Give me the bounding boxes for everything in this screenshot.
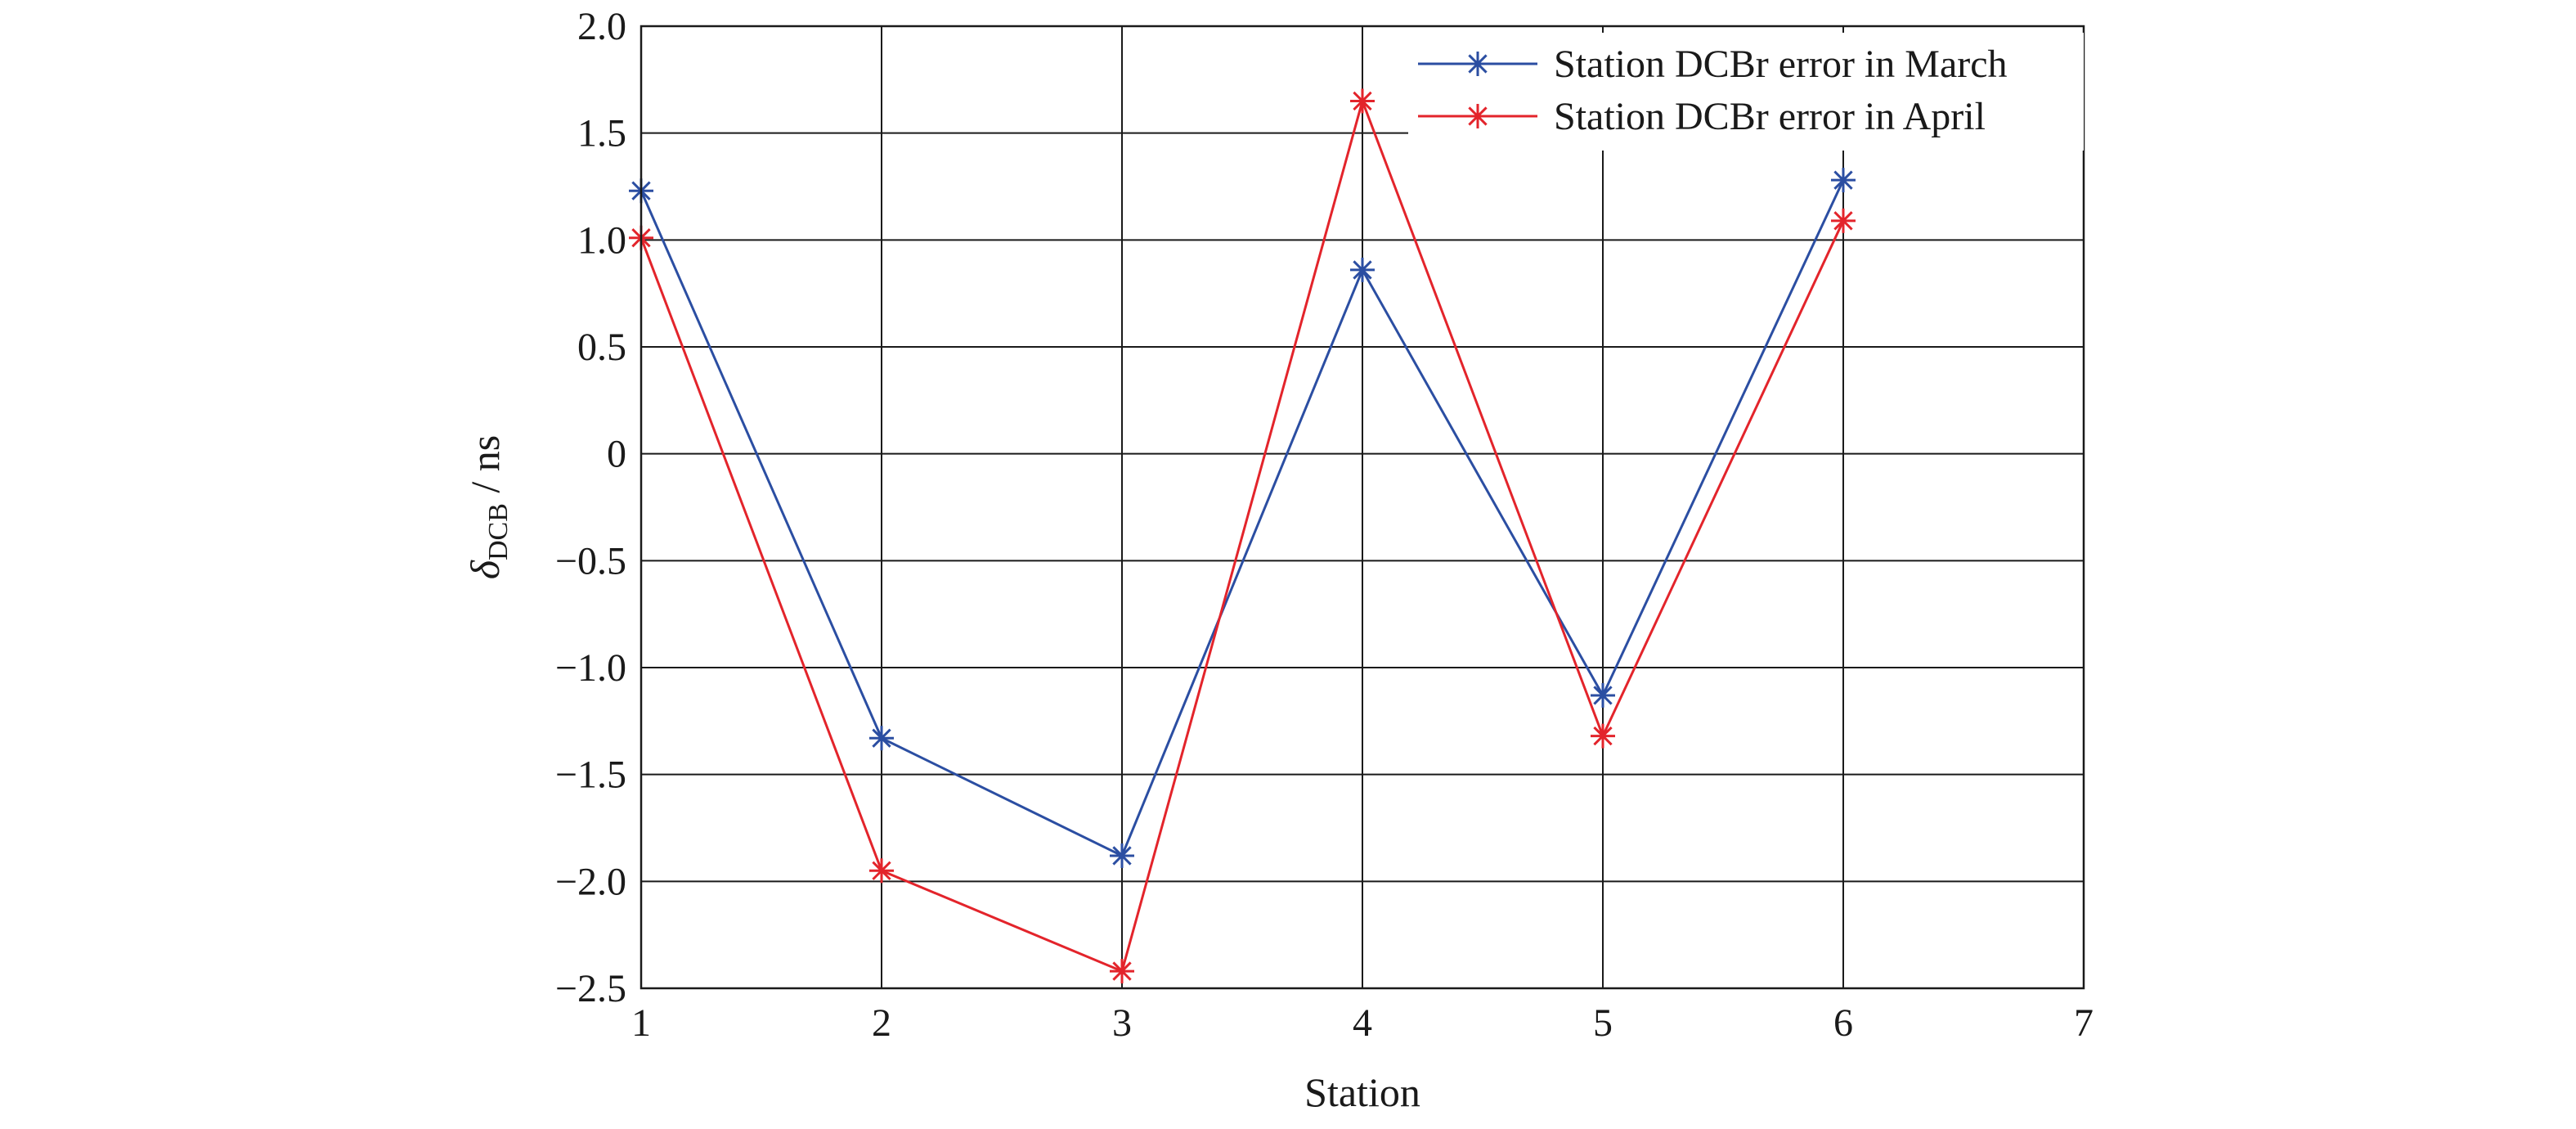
- legend-label: Station DCBr error in March: [1554, 43, 2008, 86]
- data-point-marker: [1350, 88, 1375, 114]
- grid-layer: [640, 25, 2085, 989]
- y-tick-label: 1.5: [577, 112, 626, 155]
- y-tick-label: −2.5: [555, 967, 626, 1010]
- y-axis-title-subscript: DCB: [483, 503, 514, 560]
- y-tick-label: 2.0: [577, 5, 626, 48]
- x-tick-label: 6: [1833, 1001, 1853, 1045]
- x-axis-ticks: 1 2 3 4 5 6 7: [631, 1001, 2094, 1045]
- y-tick-label: 0: [607, 433, 626, 476]
- series-line: [640, 179, 1845, 858]
- x-tick-label: 4: [1353, 1001, 1372, 1045]
- x-tick-label: 7: [2074, 1001, 2094, 1045]
- y-axis-title-symbol: δ: [462, 560, 508, 579]
- data-point-marker: [1591, 723, 1615, 749]
- data-point-marker: [1465, 52, 1490, 76]
- legend: Station DCBr error in March Station DCBr …: [1408, 33, 2084, 151]
- legend-label: Station DCBr error in April: [1554, 95, 1986, 138]
- data-point-marker: [1831, 208, 1856, 233]
- legend-item: Station DCBr error in March: [1418, 43, 2008, 86]
- legend-item: Station DCBr error in April: [1418, 95, 1986, 138]
- data-point-marker: [1465, 104, 1490, 128]
- series-layer: [629, 88, 1856, 984]
- y-tick-label: −1.5: [555, 753, 626, 797]
- data-point-marker: [1350, 257, 1375, 282]
- legend-box: [1408, 33, 2084, 151]
- series-line: [640, 97, 1845, 974]
- x-tick-label: 5: [1593, 1001, 1613, 1045]
- data-point-marker: [869, 858, 894, 884]
- data-point-marker: [869, 726, 894, 751]
- y-axis-title: δDCB / ns: [462, 435, 514, 580]
- y-tick-label: −1.0: [555, 646, 626, 690]
- data-point-marker: [1110, 843, 1134, 868]
- data-point-marker: [1831, 168, 1856, 193]
- x-tick-label: 2: [872, 1001, 891, 1045]
- plot-area-frame: [640, 25, 2085, 990]
- series-2: [629, 88, 1856, 984]
- x-axis-title: Station: [1304, 1069, 1420, 1115]
- y-tick-label: 1.0: [577, 218, 626, 262]
- y-tick-label: −0.5: [555, 539, 626, 582]
- x-tick-label: 3: [1112, 1001, 1132, 1045]
- data-point-marker: [1110, 959, 1134, 984]
- series-1: [629, 168, 1856, 868]
- y-axis-ticks: 2.0 1.5 1.0 0.5 0 −0.5 −1.0 −1.5 −2.0 −2.5: [555, 5, 626, 1010]
- data-point-marker: [1591, 682, 1615, 708]
- y-tick-label: −2.0: [555, 860, 626, 903]
- x-tick-label: 1: [631, 1001, 651, 1045]
- y-axis-title-unit: / ns: [462, 435, 508, 503]
- y-tick-label: 0.5: [577, 326, 626, 369]
